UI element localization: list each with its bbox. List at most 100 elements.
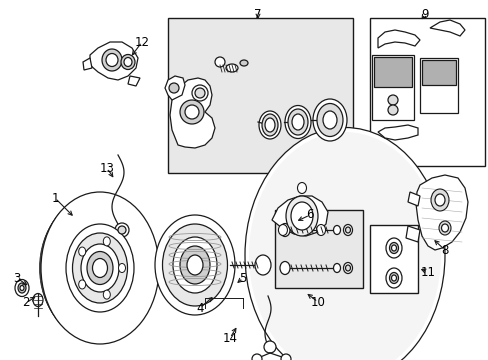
- Ellipse shape: [323, 111, 336, 129]
- Ellipse shape: [79, 280, 85, 289]
- Ellipse shape: [297, 183, 306, 194]
- Ellipse shape: [18, 283, 26, 293]
- Ellipse shape: [280, 261, 289, 274]
- Bar: [369, 225, 417, 293]
- Ellipse shape: [33, 293, 43, 306]
- Polygon shape: [405, 226, 419, 242]
- Ellipse shape: [285, 196, 317, 236]
- Ellipse shape: [316, 104, 342, 136]
- Circle shape: [281, 354, 290, 360]
- Ellipse shape: [385, 268, 401, 288]
- Bar: [373, 57, 411, 87]
- Ellipse shape: [312, 99, 346, 141]
- Text: 1: 1: [51, 192, 59, 204]
- Ellipse shape: [41, 192, 159, 344]
- Ellipse shape: [102, 49, 122, 71]
- Text: 11: 11: [420, 266, 435, 279]
- Text: 2: 2: [22, 297, 30, 310]
- Ellipse shape: [79, 247, 85, 256]
- Text: 10: 10: [310, 296, 325, 309]
- Polygon shape: [170, 78, 215, 148]
- Bar: [168, 18, 352, 173]
- Ellipse shape: [316, 225, 325, 235]
- Ellipse shape: [106, 54, 118, 67]
- Ellipse shape: [345, 265, 350, 271]
- Ellipse shape: [244, 127, 444, 360]
- Polygon shape: [90, 42, 138, 80]
- Ellipse shape: [280, 224, 289, 237]
- Ellipse shape: [40, 196, 152, 340]
- Polygon shape: [415, 175, 467, 250]
- Ellipse shape: [434, 194, 444, 206]
- Bar: [419, 58, 457, 113]
- Ellipse shape: [291, 114, 304, 130]
- Ellipse shape: [389, 273, 398, 284]
- Ellipse shape: [103, 237, 110, 246]
- Ellipse shape: [343, 262, 352, 274]
- Circle shape: [251, 354, 262, 360]
- Polygon shape: [407, 192, 419, 206]
- Ellipse shape: [385, 238, 401, 258]
- Text: 4: 4: [196, 302, 203, 315]
- Text: 14: 14: [222, 332, 237, 345]
- Bar: [371, 55, 413, 120]
- Text: 9: 9: [420, 8, 428, 21]
- Bar: [274, 210, 362, 288]
- Ellipse shape: [66, 224, 134, 312]
- Ellipse shape: [180, 246, 209, 284]
- Text: 7: 7: [254, 8, 261, 21]
- Ellipse shape: [225, 64, 238, 72]
- Ellipse shape: [278, 225, 287, 235]
- Ellipse shape: [87, 252, 113, 284]
- Circle shape: [184, 105, 199, 119]
- Ellipse shape: [40, 198, 148, 338]
- Ellipse shape: [20, 285, 24, 291]
- Ellipse shape: [15, 279, 29, 297]
- Text: 12: 12: [134, 36, 149, 49]
- Ellipse shape: [81, 244, 119, 292]
- Ellipse shape: [438, 221, 450, 235]
- Ellipse shape: [173, 237, 217, 293]
- Circle shape: [195, 88, 204, 98]
- Ellipse shape: [41, 194, 155, 342]
- Ellipse shape: [72, 233, 127, 303]
- Ellipse shape: [441, 224, 447, 232]
- Ellipse shape: [285, 105, 310, 139]
- Ellipse shape: [118, 264, 125, 273]
- Text: 3: 3: [13, 271, 20, 284]
- Circle shape: [215, 57, 224, 67]
- Circle shape: [387, 95, 397, 105]
- Ellipse shape: [186, 255, 203, 275]
- Ellipse shape: [92, 258, 107, 278]
- Bar: [421, 60, 455, 85]
- Polygon shape: [83, 58, 92, 70]
- Circle shape: [118, 226, 126, 234]
- Circle shape: [264, 341, 275, 353]
- Ellipse shape: [262, 114, 278, 136]
- Text: 5: 5: [239, 271, 246, 284]
- Ellipse shape: [259, 111, 281, 139]
- Ellipse shape: [430, 189, 448, 211]
- Text: 6: 6: [305, 208, 313, 221]
- Ellipse shape: [287, 109, 307, 135]
- Polygon shape: [377, 30, 419, 48]
- Ellipse shape: [391, 275, 396, 281]
- Ellipse shape: [391, 245, 396, 251]
- Polygon shape: [164, 76, 184, 100]
- Bar: [369, 18, 484, 166]
- Ellipse shape: [124, 58, 132, 67]
- Ellipse shape: [162, 224, 227, 306]
- Text: 8: 8: [440, 243, 448, 256]
- Ellipse shape: [240, 60, 247, 66]
- Ellipse shape: [333, 225, 340, 234]
- Circle shape: [387, 105, 397, 115]
- Polygon shape: [271, 196, 327, 236]
- Ellipse shape: [264, 118, 274, 132]
- Ellipse shape: [345, 227, 350, 233]
- Text: 13: 13: [100, 162, 114, 175]
- Ellipse shape: [254, 255, 270, 275]
- Ellipse shape: [121, 54, 135, 69]
- Polygon shape: [429, 20, 464, 36]
- Polygon shape: [377, 125, 417, 140]
- Ellipse shape: [290, 202, 312, 230]
